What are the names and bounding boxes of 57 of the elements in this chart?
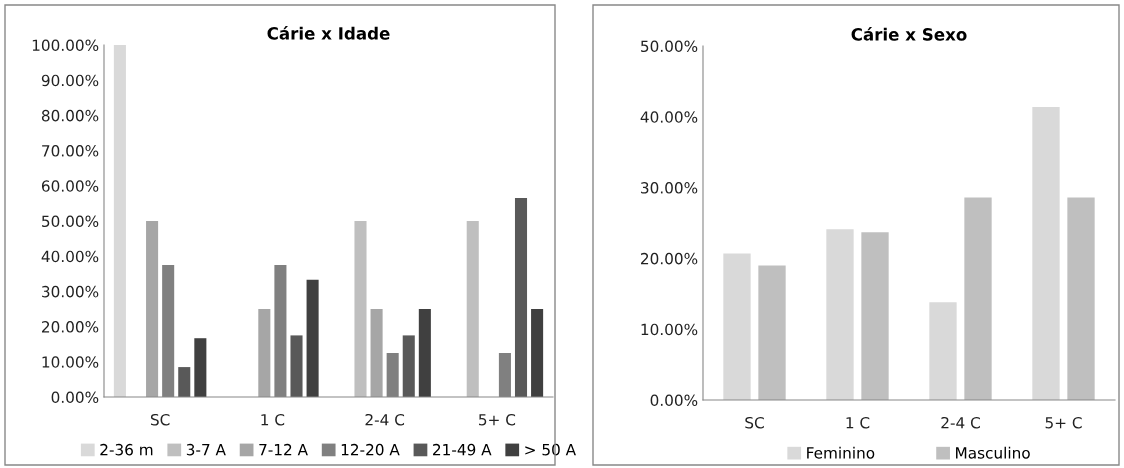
y-tick-label: 10.00% [641,323,698,336]
y-tick-label: 30.00% [641,182,698,194]
y-tick-label: 30.00% [42,285,99,298]
bar [178,367,191,397]
y-tick-label: 20.00% [641,252,698,265]
bar [306,279,319,397]
bar [418,309,431,397]
bar [758,265,786,400]
bar [531,309,544,397]
x-tick-label: 2-4 C [941,416,980,429]
y-tick-label: 10.00% [42,356,99,368]
y-tick-label: 20.00% [42,321,99,333]
x-tick-label: 5+ C [479,413,516,426]
x-tick-label: 1 C [846,416,870,429]
y-tick-label: 40.00% [640,111,698,123]
y-tick-label: 0.00% [650,394,698,407]
chart-title: Cárie x Idade [267,26,390,40]
legend-label: 7-12 A [259,443,308,456]
bar [113,45,126,397]
y-tick-label: 40.00% [41,250,99,263]
bar [290,335,303,397]
bar [402,335,415,397]
bar [723,253,751,400]
bar [514,198,528,397]
x-tick-label: 5+ C [1045,416,1082,429]
y-tick-label: 70.00% [42,145,99,157]
y-tick-label: 60.00% [41,180,99,192]
legend-label: 21-49 A [433,443,492,456]
bar [354,221,367,397]
legend-label: 12-20 A [341,443,400,456]
y-tick-label: 50.00% [641,40,698,53]
x-tick-label: SC [150,413,170,426]
y-tick-label: 0.00% [51,391,99,404]
bar [258,309,271,397]
bar [370,309,383,397]
legend-label: Feminino [807,446,875,459]
legend-label: 3-7 A [186,443,226,456]
bar [466,221,479,397]
bar [146,221,159,397]
x-tick-label: 2-4 C [365,413,405,426]
y-tick-label: 100.00% [32,39,99,52]
bar [861,232,889,400]
bar [964,197,992,400]
bar [826,229,854,400]
y-tick-label: 80.00% [41,109,99,122]
legend-label: 2-36 m [100,443,153,456]
x-tick-label: 1 C [261,413,285,426]
y-tick-label: 50.00% [42,215,99,228]
legend-label: > 50 A [525,443,576,456]
bar [1067,197,1095,400]
bar [929,302,957,400]
y-tick-label: 90.00% [41,74,99,87]
legend-label: Masculino [956,446,1030,459]
x-tick-label: SC [745,416,764,429]
chart-title: Cárie x Sexo [851,27,967,41]
bar [1032,106,1060,400]
bar [194,338,207,397]
